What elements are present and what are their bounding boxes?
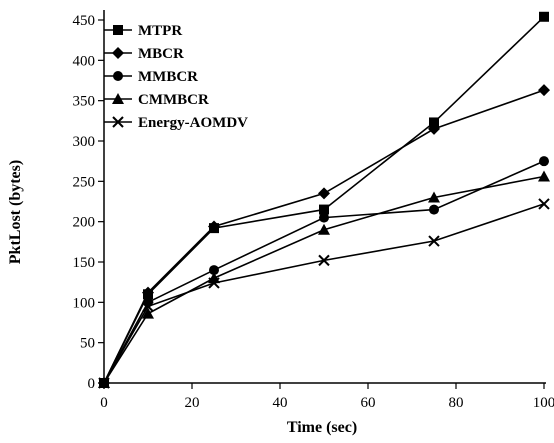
legend-item-mtpr: MTPR [104,23,182,39]
legend: MTPR MBCR MMBCR CMMBCR Energy-AOMDV [104,23,248,131]
y-tick-label: 250 [73,174,96,190]
x-axis-title: Time (sec) [287,419,357,436]
y-tick-label: 0 [88,376,96,392]
series-line-mbcr [104,90,544,383]
y-tick-label: 50 [80,336,95,352]
y-axis-title: PktLost (bytes) [7,160,24,264]
data-point-mmbcr [539,156,549,166]
legend-marker-mbcr [112,47,124,59]
x-tick-label: 60 [361,395,376,411]
y-tick-label: 300 [73,134,96,150]
legend-item-cmmbcr: CMMBCR [104,92,209,108]
legend-label: Energy-AOMDV [138,115,248,131]
y-tick-label: 400 [73,53,96,69]
y-tick-label: 200 [73,215,96,231]
x-tick-label: 40 [273,395,288,411]
y-tick-label: 350 [73,94,96,110]
data-point-cmmbcr [538,170,550,181]
x-tick-label: 0 [100,395,108,411]
legend-label: MMBCR [138,69,198,85]
legend-item-energy-aomdv: Energy-AOMDV [104,115,248,131]
data-point-mmbcr [429,205,439,215]
series-cmmbcr [98,170,550,388]
legend-item-mmbcr: MMBCR [104,69,198,85]
legend-label: CMMBCR [138,92,209,108]
x-tick-label: 100 [533,395,554,411]
y-tick-label: 100 [73,295,96,311]
data-point-mbcr [538,84,550,96]
data-point-mbcr [318,187,330,199]
legend-item-mbcr: MBCR [104,46,184,62]
legend-marker-mmbcr [113,71,123,81]
x-tick-label: 80 [449,395,464,411]
data-point-mmbcr [319,213,329,223]
x-tick-label: 20 [185,395,200,411]
y-tick-label: 450 [73,13,96,29]
data-point-energy-aomdv [539,199,549,209]
data-point-mtpr [539,12,549,22]
y-tick-label: 150 [73,255,96,271]
legend-label: MTPR [138,23,182,39]
legend-label: MBCR [138,46,184,62]
legend-marker-mtpr [113,25,123,35]
